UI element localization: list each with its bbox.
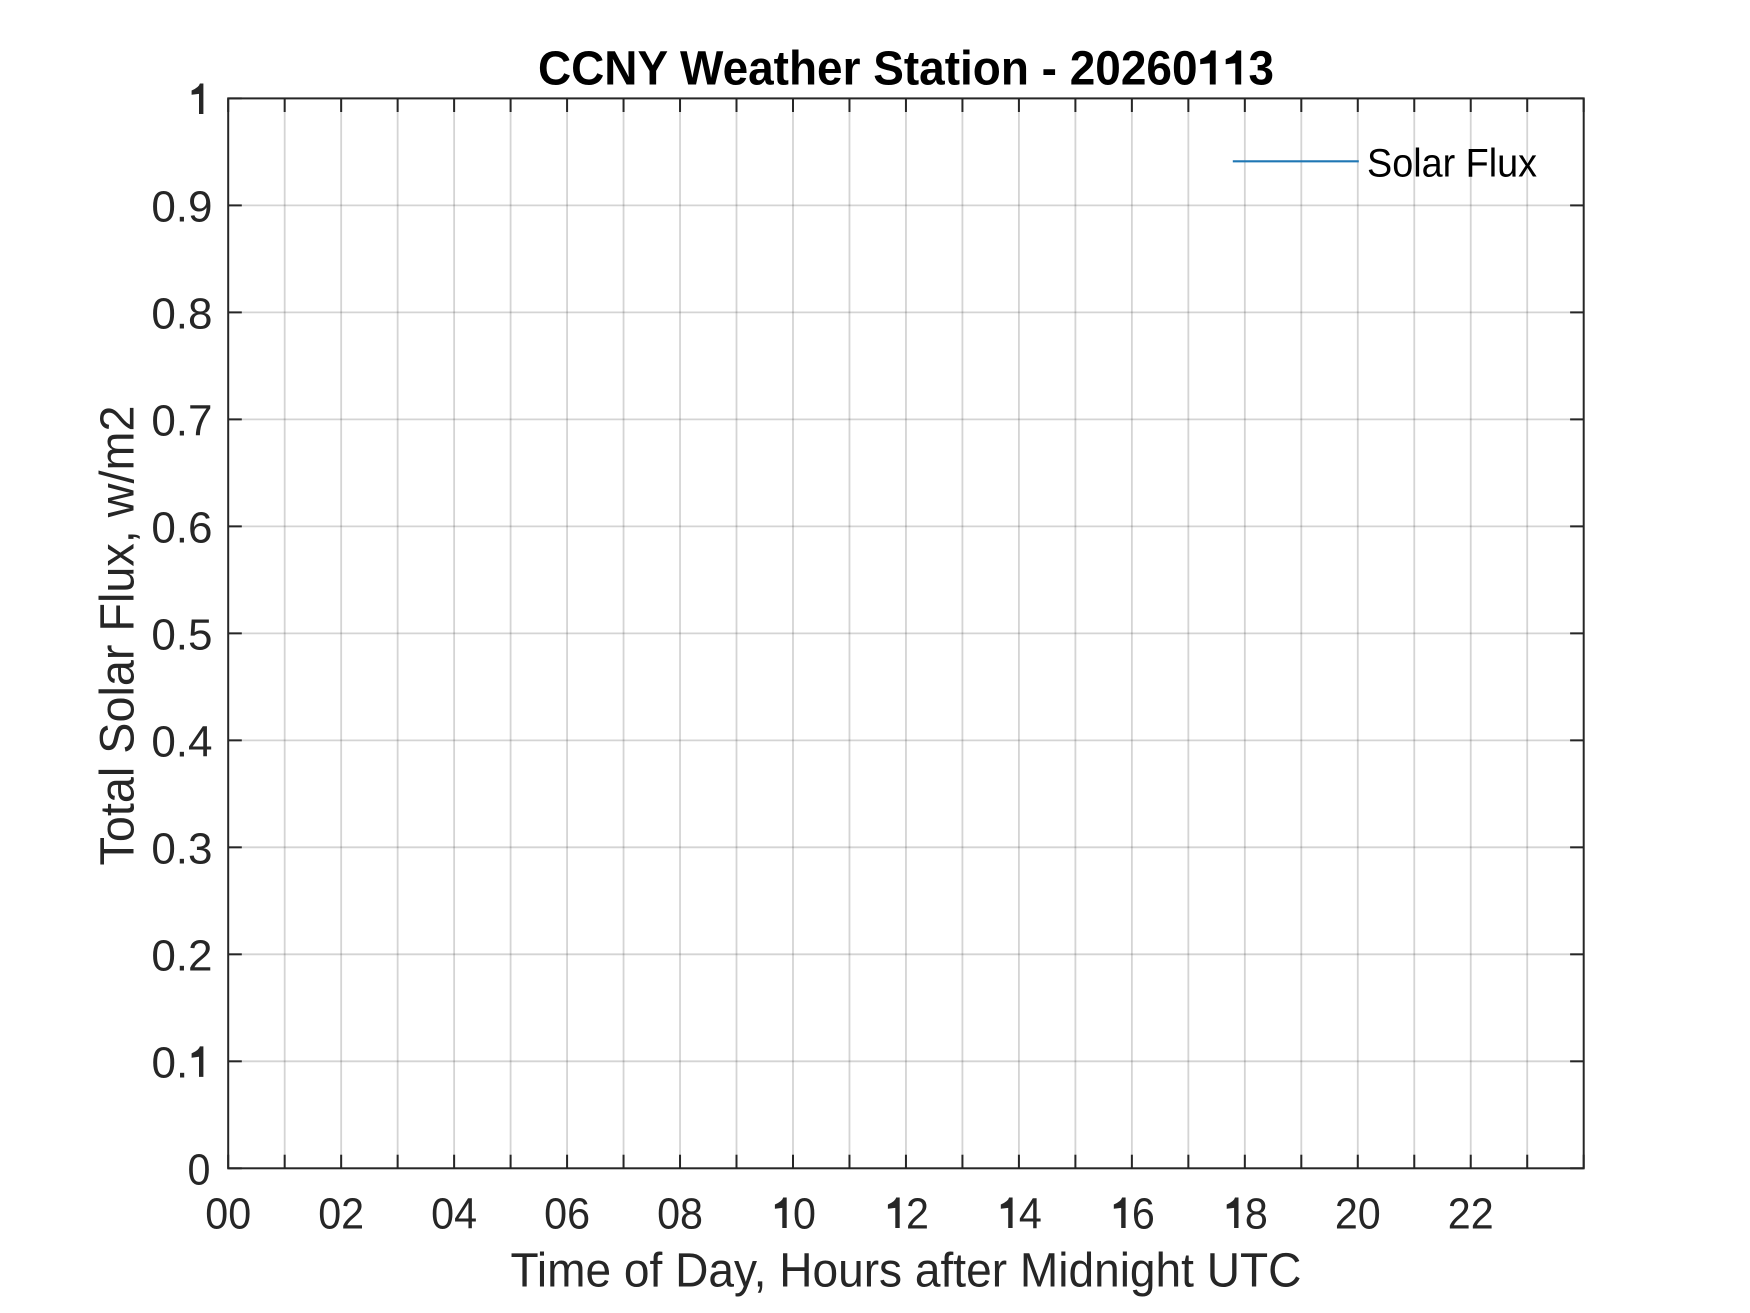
svg-text:0: 0 xyxy=(188,1145,211,1194)
svg-text:Solar Flux: Solar Flux xyxy=(1367,141,1537,185)
svg-text:22: 22 xyxy=(1448,1189,1494,1238)
svg-text:2: 2 xyxy=(906,1189,929,1238)
svg-text:0.9: 0.9 xyxy=(151,182,212,231)
svg-text:06: 06 xyxy=(544,1189,590,1238)
svg-text:4: 4 xyxy=(1019,1189,1042,1238)
svg-text:02: 02 xyxy=(318,1189,364,1238)
svg-text:6: 6 xyxy=(1132,1189,1155,1238)
svg-text:Time of Day, Hours after Midni: Time of Day, Hours after Midnight UTC xyxy=(510,1245,1301,1298)
svg-text:04: 04 xyxy=(431,1189,477,1238)
svg-text:08: 08 xyxy=(657,1189,703,1238)
svg-text:0.3: 0.3 xyxy=(151,824,212,873)
svg-text:20: 20 xyxy=(1335,1189,1381,1238)
svg-text:0: 0 xyxy=(793,1189,816,1238)
svg-text:0.8: 0.8 xyxy=(151,289,212,338)
svg-text:00: 00 xyxy=(205,1189,251,1238)
svg-text:Total Solar Flux, w/m2: Total Solar Flux, w/m2 xyxy=(92,406,145,866)
svg-text:0.6: 0.6 xyxy=(151,503,212,552)
svg-text:0.: 0. xyxy=(151,1038,188,1087)
svg-text:3: 3 xyxy=(1248,43,1273,96)
svg-text:0.2: 0.2 xyxy=(151,931,212,980)
svg-text:0.7: 0.7 xyxy=(151,396,212,445)
svg-text:0.5: 0.5 xyxy=(151,610,212,659)
svg-text:CCNY Weather Station - 20260: CCNY Weather Station - 20260 xyxy=(538,43,1198,96)
svg-text:8: 8 xyxy=(1245,1189,1268,1238)
svg-text:0.4: 0.4 xyxy=(151,717,212,766)
